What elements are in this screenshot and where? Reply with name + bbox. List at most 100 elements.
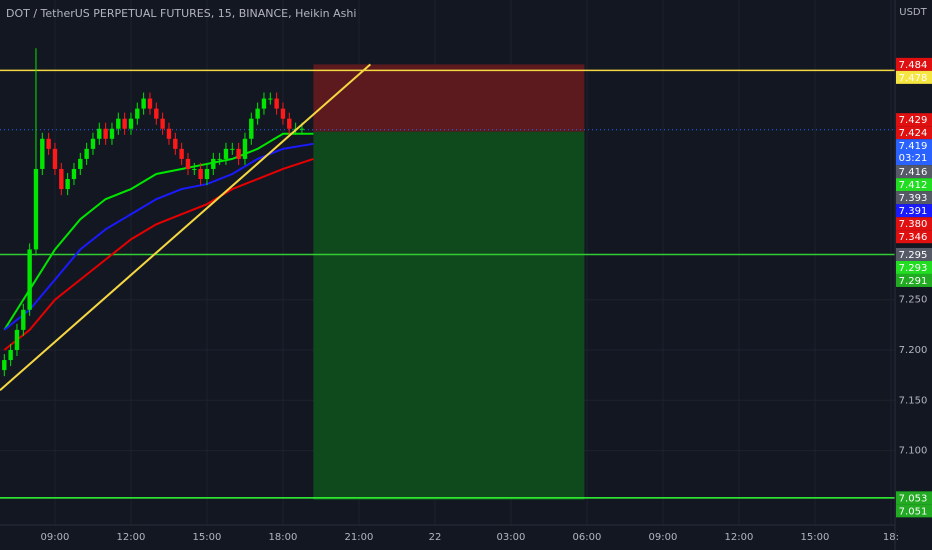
- candle-body: [78, 158, 83, 169]
- x-tick-label: 21:00: [345, 532, 374, 543]
- candle-body: [185, 158, 191, 169]
- x-tick-label: 09:00: [649, 532, 678, 543]
- candle-body: [173, 138, 178, 149]
- price-label: 7.291: [899, 276, 928, 287]
- candle-body: [274, 98, 279, 109]
- candle-body: [166, 128, 172, 139]
- candle-body: [21, 309, 26, 330]
- price-label: 7.346: [899, 232, 928, 243]
- candle-body: [179, 148, 184, 159]
- candle-body: [217, 158, 222, 160]
- price-label: 7.424: [899, 128, 928, 139]
- candle-body: [147, 98, 153, 109]
- x-tick-label: 18:: [883, 532, 899, 543]
- x-tick-label: 09:00: [41, 532, 70, 543]
- candle-body: [198, 168, 203, 180]
- price-label-box: [896, 204, 932, 218]
- candle-body: [71, 168, 77, 180]
- price-label: 7.391: [899, 206, 928, 217]
- price-label-box: [896, 191, 932, 205]
- candle-body: [192, 168, 197, 170]
- moving-average: [3, 157, 314, 351]
- price-label-box: [896, 504, 932, 518]
- price-label: 7.478: [899, 73, 928, 84]
- x-tick-label: 15:00: [193, 532, 222, 543]
- candle-body: [40, 138, 45, 169]
- moving-average: [3, 132, 314, 331]
- candle-body: [211, 158, 216, 169]
- candle-body: [135, 108, 140, 119]
- price-label: 7.380: [899, 219, 928, 230]
- price-label-box: [896, 126, 932, 140]
- candle-body: [230, 148, 235, 150]
- price-label-box: [896, 230, 932, 244]
- price-label-box: [896, 273, 932, 287]
- price-label: 7.412: [899, 180, 928, 191]
- y-tick-label: 7.200: [899, 345, 928, 356]
- y-tick-label: 7.100: [899, 446, 928, 457]
- price-label-box: [896, 178, 932, 192]
- x-tick-label: 12:00: [117, 532, 146, 543]
- candle-body: [204, 168, 210, 180]
- price-label-box: [896, 217, 932, 231]
- price-label: 7.295: [899, 250, 928, 261]
- candle-body: [128, 118, 134, 129]
- price-label: 7.393: [899, 193, 928, 204]
- candle-body: [268, 98, 273, 100]
- candle-body: [90, 138, 96, 149]
- price-label-box: [896, 491, 932, 505]
- candle-body: [249, 118, 254, 139]
- candle-body: [160, 118, 165, 129]
- y-unit: USDT: [899, 7, 927, 18]
- candle-body: [103, 128, 108, 139]
- price-label-box: [896, 260, 932, 274]
- candle-body: [280, 108, 286, 119]
- candle-body: [141, 98, 146, 109]
- price-label-box: [896, 57, 932, 71]
- price-label: 7.416: [899, 167, 928, 178]
- candle-body: [255, 108, 260, 119]
- target-zone: [313, 131, 585, 500]
- candle-body: [14, 329, 20, 350]
- candle-body: [287, 118, 292, 129]
- price-label: 7.429: [899, 115, 928, 126]
- candle-body: [33, 168, 39, 250]
- price-label-box: [896, 165, 932, 179]
- price-label: 7.484: [899, 60, 928, 71]
- candle-body: [2, 360, 7, 371]
- candle-body: [84, 148, 89, 159]
- price-label: 7.051: [899, 506, 928, 517]
- candle-body: [116, 118, 121, 129]
- candle-body: [65, 179, 70, 190]
- candle-body: [242, 138, 248, 159]
- price-label: 7.419: [899, 141, 928, 152]
- trendline: [0, 63, 372, 391]
- y-tick-label: 7.250: [899, 295, 928, 306]
- candle-body: [59, 168, 64, 190]
- candle-body: [109, 128, 115, 139]
- plot-area: [0, 0, 895, 525]
- candle-body: [52, 148, 58, 169]
- price-countdown: 03:21: [899, 153, 928, 164]
- candle-body: [8, 350, 13, 361]
- candle-body: [299, 128, 305, 130]
- price-label-box: [896, 247, 932, 261]
- y-tick-label: 7.150: [899, 395, 928, 406]
- x-tick-label: 15:00: [801, 532, 830, 543]
- candle-body: [97, 128, 102, 139]
- x-tick-label: 12:00: [725, 532, 754, 543]
- x-tick-label: 22: [429, 532, 442, 543]
- candle-body: [261, 98, 267, 109]
- moving-average: [3, 142, 314, 331]
- price-label-box: [896, 70, 932, 84]
- candle-body: [27, 249, 32, 310]
- price-label-box: [896, 113, 932, 127]
- candle-body: [223, 148, 229, 159]
- candle-body: [46, 138, 51, 149]
- x-tick-label: 18:00: [269, 532, 298, 543]
- candle-body: [236, 148, 241, 159]
- price-label-box: [896, 139, 932, 166]
- stop-zone: [313, 64, 585, 132]
- x-tick-label: 06:00: [573, 532, 602, 543]
- price-label: 7.053: [899, 493, 928, 504]
